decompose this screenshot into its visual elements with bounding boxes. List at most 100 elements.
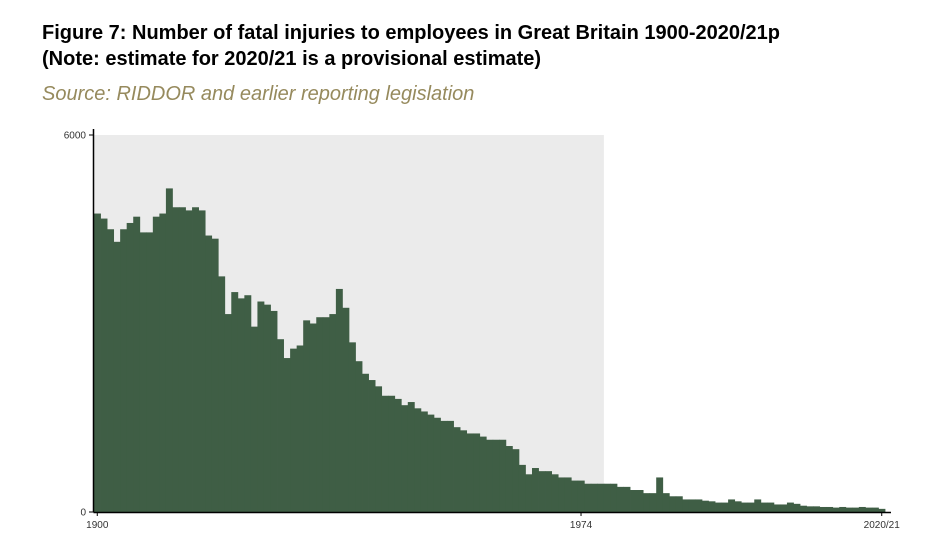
bar-1949 bbox=[414, 408, 422, 512]
bar-1908 bbox=[146, 232, 154, 512]
bar-2012 bbox=[826, 506, 834, 512]
bar-1911 bbox=[165, 188, 173, 513]
bar-1904 bbox=[120, 229, 128, 512]
bar-1910 bbox=[159, 213, 167, 512]
bar-2018 bbox=[865, 507, 873, 512]
bar-1985 bbox=[649, 493, 657, 512]
bar-1981 bbox=[623, 486, 631, 512]
y-axis-ticks: 0 6000 bbox=[64, 131, 94, 519]
bar-1919 bbox=[218, 276, 226, 512]
bar-1915 bbox=[192, 207, 199, 512]
chart-title-line-2: (Note: estimate for 2020/21 is a provisi… bbox=[42, 48, 542, 70]
bar-1979 bbox=[610, 483, 618, 512]
bar-1989 bbox=[675, 496, 683, 512]
bar-1944 bbox=[381, 395, 389, 512]
bar-1970 bbox=[551, 474, 559, 512]
bar-2002 bbox=[760, 502, 768, 512]
bar-1973 bbox=[571, 480, 579, 512]
bar-1953 bbox=[440, 420, 448, 512]
bar-1902 bbox=[107, 229, 115, 512]
bar-1943 bbox=[375, 386, 383, 512]
bar-1916 bbox=[198, 210, 206, 512]
bar-2016 bbox=[852, 507, 860, 512]
bar-1987 bbox=[662, 493, 670, 512]
bar-2004 bbox=[773, 504, 781, 512]
bar-1942 bbox=[368, 380, 376, 512]
bar-1967 bbox=[531, 468, 539, 512]
bar-1934 bbox=[316, 317, 324, 512]
bar-2005 bbox=[780, 504, 788, 512]
bar-1924 bbox=[250, 326, 258, 512]
x-tick-label-1974: 1974 bbox=[570, 520, 593, 531]
bar-1980 bbox=[616, 486, 624, 512]
bar-1964 bbox=[512, 449, 520, 512]
bar-1978 bbox=[603, 483, 611, 512]
bar-2000 bbox=[747, 502, 755, 512]
x-tick-label-1900: 1900 bbox=[86, 520, 109, 531]
bar-1903 bbox=[113, 241, 121, 513]
bar-1921 bbox=[231, 292, 239, 512]
bar-1932 bbox=[303, 320, 311, 512]
y-tick-label-6000: 6000 bbox=[64, 131, 87, 142]
y-tick-label-0: 0 bbox=[80, 508, 86, 519]
bar-1935 bbox=[322, 317, 330, 512]
bar-1923 bbox=[244, 295, 252, 512]
bar-1922 bbox=[237, 298, 245, 512]
bar-1938 bbox=[342, 307, 350, 512]
chart-title-line-1: Figure 7: Number of fatal injuries to em… bbox=[42, 22, 781, 44]
bar-2008 bbox=[800, 505, 807, 512]
bar-1941 bbox=[362, 373, 369, 512]
bar-1977 bbox=[597, 483, 605, 512]
bar-1950 bbox=[420, 411, 428, 512]
bar-1991 bbox=[688, 499, 696, 512]
bar-1958 bbox=[473, 433, 481, 512]
bar-1952 bbox=[433, 417, 441, 512]
x-tick-label-2020/21: 2020/21 bbox=[864, 520, 901, 531]
bar-1930 bbox=[290, 348, 298, 512]
bar-1920 bbox=[224, 314, 232, 512]
bar-1990 bbox=[682, 499, 690, 512]
bar-1975 bbox=[584, 483, 592, 512]
chart-source: Source: RIDDOR and earlier reporting leg… bbox=[42, 83, 475, 105]
bar-1925 bbox=[257, 301, 265, 512]
bar-1900 bbox=[94, 213, 101, 512]
bar-2007 bbox=[793, 503, 801, 512]
bar-1998 bbox=[734, 501, 742, 512]
bar-1937 bbox=[335, 288, 343, 512]
bar-1926 bbox=[263, 304, 271, 512]
bar-1914 bbox=[185, 210, 193, 512]
bar-2013 bbox=[832, 507, 840, 512]
bar-1901 bbox=[100, 218, 108, 512]
bar-1999 bbox=[741, 502, 749, 512]
bar-1918 bbox=[211, 238, 219, 513]
bar-1997 bbox=[728, 499, 736, 512]
bar-1962 bbox=[499, 439, 507, 512]
bar-1931 bbox=[296, 345, 304, 512]
bar-1933 bbox=[309, 323, 317, 512]
bar-1968 bbox=[538, 471, 546, 512]
bar-2020/21 bbox=[878, 508, 886, 512]
bar-1905 bbox=[126, 222, 134, 512]
bar-1917 bbox=[205, 235, 213, 513]
bar-1988 bbox=[669, 496, 677, 512]
bar-1993 bbox=[701, 500, 709, 512]
bar-1955 bbox=[453, 427, 461, 512]
bar-2006 bbox=[786, 502, 794, 512]
bar-2001 bbox=[754, 499, 762, 512]
bar-1951 bbox=[427, 414, 435, 512]
bar-1912 bbox=[172, 207, 180, 512]
bar-1995 bbox=[715, 502, 722, 512]
bar-1954 bbox=[447, 420, 454, 512]
bar-1956 bbox=[460, 430, 468, 512]
bar-1974 bbox=[577, 480, 585, 512]
bar-1929 bbox=[283, 358, 291, 512]
bar-1983 bbox=[636, 490, 644, 512]
bar-1971 bbox=[558, 477, 566, 512]
bar-1976 bbox=[590, 483, 598, 512]
bar-1984 bbox=[643, 493, 651, 512]
bar-1939 bbox=[348, 342, 356, 512]
bar-1986 bbox=[656, 477, 664, 512]
bar-1947 bbox=[401, 405, 409, 512]
bar-1992 bbox=[695, 499, 703, 512]
